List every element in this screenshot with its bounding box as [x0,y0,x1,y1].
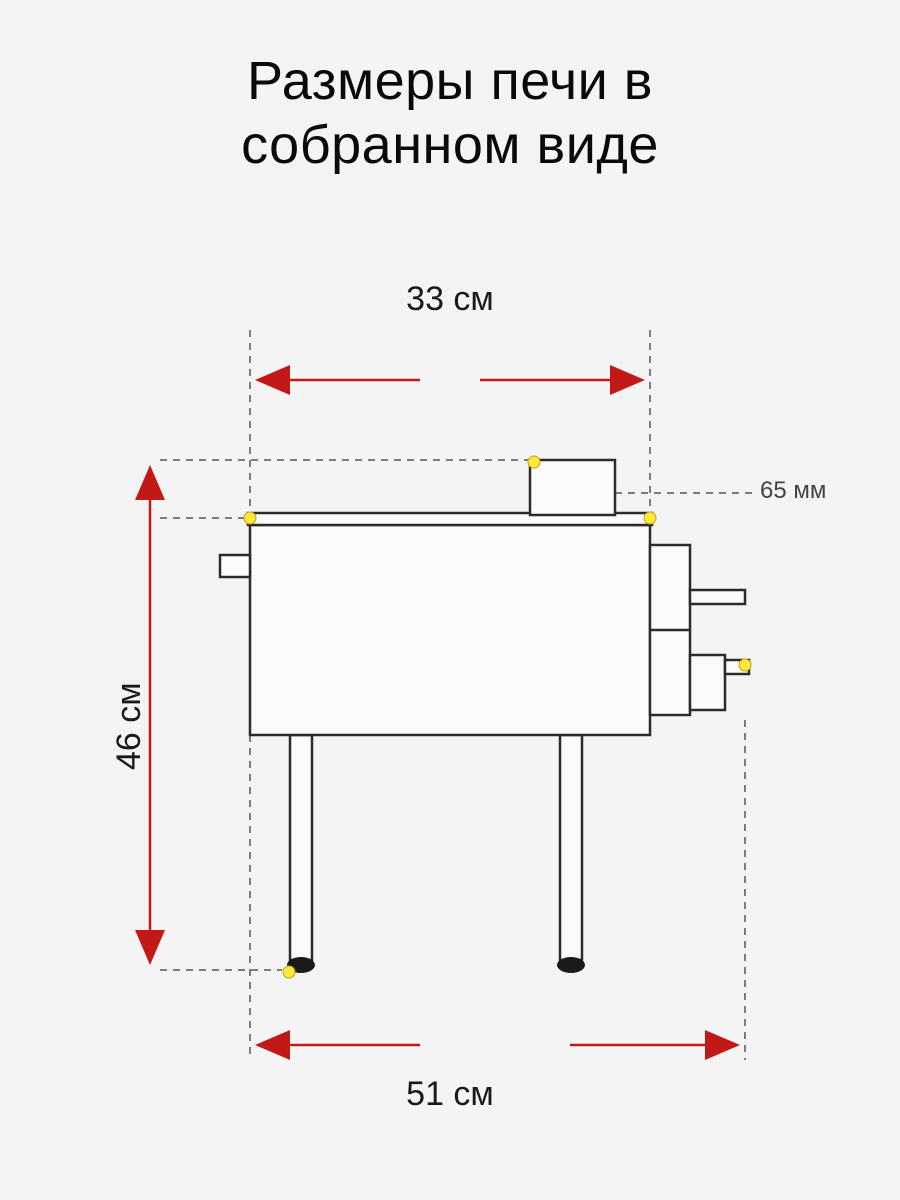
ref-dot [244,512,256,524]
stove-diagram-svg [0,0,900,1200]
ref-dot [644,512,656,524]
stove-handle-top [690,590,745,604]
ref-dot [528,456,540,468]
stove-body [250,525,650,735]
ref-dot [283,966,295,978]
stove-leg-left [290,735,312,960]
stove-outlet-bottom [690,655,725,710]
stove-left-flap [220,555,250,577]
stove-leg-right [560,735,582,960]
ref-dot [739,659,751,671]
stove-pipe-stub [530,460,615,515]
diagram-canvas: Размеры печи в собранном виде 33 см 65 м… [0,0,900,1200]
stove-leg-cap [557,957,585,973]
